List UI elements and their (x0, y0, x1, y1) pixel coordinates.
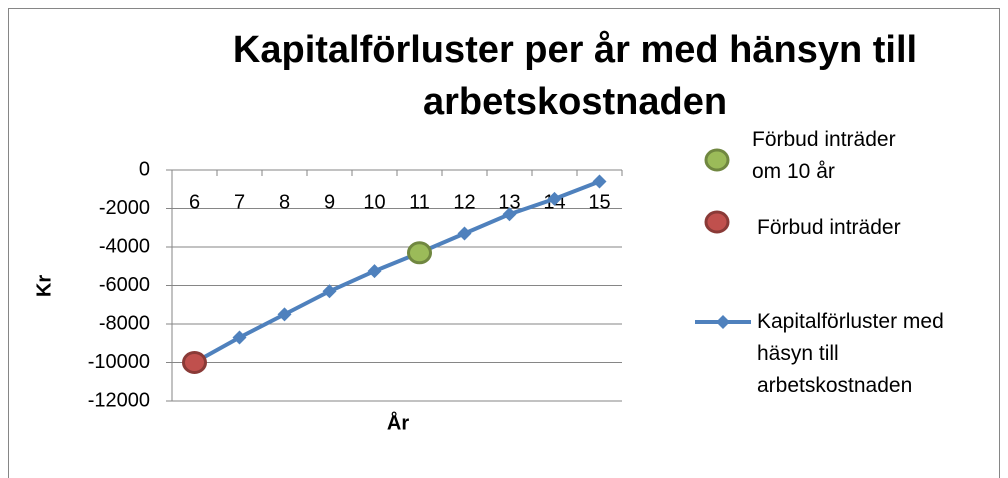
x-axis-label: År (387, 410, 409, 434)
data-marker (182, 351, 207, 374)
x-tick-label: 6 (189, 191, 200, 213)
legend-label: Kapitalförluster med häsyn till arbetsko… (757, 310, 944, 397)
legend-marker (716, 315, 730, 329)
y-axis-label: Kr (33, 275, 55, 297)
y-tick-label: -6000 (99, 274, 150, 296)
data-marker (457, 226, 472, 241)
data-marker (277, 307, 292, 322)
y-tick-label: -12000 (88, 389, 150, 411)
x-tick-label: 11 (409, 191, 430, 213)
x-tick-label: 9 (324, 191, 335, 213)
legend-marker (704, 148, 730, 172)
x-tick-label: 7 (234, 191, 245, 213)
data-marker (592, 174, 607, 189)
x-tick-label: 13 (498, 191, 520, 213)
data-marker (547, 191, 562, 206)
x-tick-label: 15 (588, 191, 610, 213)
data-marker (322, 284, 337, 299)
y-tick-label: -4000 (99, 235, 150, 257)
y-tick-label: -8000 (99, 312, 150, 334)
x-tick-label: 12 (453, 191, 475, 213)
chart-border (8, 8, 1000, 478)
y-tick-label: -10000 (88, 351, 150, 373)
data-marker (407, 241, 432, 265)
series-line (193, 179, 601, 365)
y-tick-label: 0 (139, 158, 150, 180)
x-tick-label: 8 (279, 191, 290, 213)
data-marker (502, 207, 517, 222)
x-tick-label: 10 (363, 191, 385, 213)
legend-label: Förbud inträder (757, 216, 901, 239)
chart-title: Kapitalförluster per år med hänsyn till … (232, 29, 918, 123)
data-marker (367, 264, 382, 279)
data-marker (232, 330, 247, 345)
y-tick-label: -2000 (99, 197, 150, 219)
legend-marker (704, 210, 730, 234)
legend-label: Förbud inträder om 10 år (752, 128, 896, 183)
